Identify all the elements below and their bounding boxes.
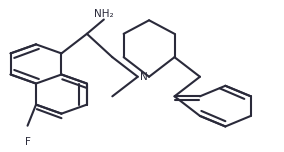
Text: F: F <box>25 137 30 147</box>
Text: NH₂: NH₂ <box>94 9 114 19</box>
Text: N: N <box>139 72 147 82</box>
